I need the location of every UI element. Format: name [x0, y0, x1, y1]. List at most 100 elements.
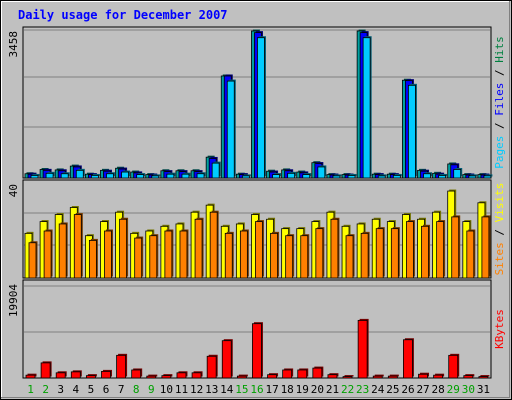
sites-bar: [149, 235, 158, 279]
kbytes-bar: [206, 355, 217, 379]
sites-bar: [104, 230, 112, 279]
kbytes-bar-shadow: [480, 375, 490, 377]
x-tick-label: 19: [296, 383, 309, 396]
legend-sites: Sites: [493, 242, 506, 275]
pages-bar: [226, 80, 235, 179]
x-axis-labels: 1 2 3 4 5 6 7 8 9 10 11 12 13 14 15 16 17 18 19 20 21 22 23 24 2…: [27, 383, 490, 396]
kbytes-bar-shadow: [344, 375, 354, 377]
pages-bar: [392, 175, 401, 179]
sites-bar: [300, 235, 309, 279]
kbytes-bar: [40, 362, 51, 379]
pages-bar-shadow: [243, 174, 251, 177]
x-tick-label: 14: [220, 383, 234, 396]
sites-bar: [119, 218, 127, 279]
sites-bar: [330, 218, 339, 279]
x-tick-label: 9: [148, 383, 155, 396]
sites-bar: [315, 228, 324, 279]
pages-bar: [468, 175, 477, 179]
pages-bar: [30, 175, 39, 179]
x-tick-label: 6: [103, 383, 110, 396]
pages-bar: [151, 175, 160, 179]
sites-bar: [209, 211, 218, 279]
pages-bar: [453, 169, 462, 179]
sites-bar: [466, 230, 475, 279]
sites-bar: [255, 221, 263, 279]
x-tick-label: 24: [371, 383, 385, 396]
pages-bar: [106, 173, 114, 179]
sites-bar: [406, 221, 414, 279]
pages-bar: [241, 175, 250, 179]
kbytes-bar: [418, 373, 428, 379]
pages-bar: [75, 169, 84, 179]
x-tick-label: 22: [341, 383, 354, 396]
pages-bar: [408, 84, 416, 179]
pages-bar-shadow: [153, 174, 161, 177]
x-tick-label: 26: [401, 383, 414, 396]
pages-bar: [60, 173, 69, 179]
x-tick-label: 17: [265, 383, 278, 396]
pages-bar: [211, 162, 220, 179]
sites-bar: [360, 232, 369, 279]
legend-files: Files: [493, 83, 506, 116]
kbytes-bar: [116, 354, 126, 379]
sites-bar: [285, 235, 294, 279]
kbytes-bar: [176, 372, 187, 379]
sites-bar: [375, 228, 384, 279]
kbytes-bar: [342, 376, 353, 379]
pages-bar: [377, 175, 386, 179]
x-tick-label: 11: [175, 383, 188, 396]
sites-bar: [421, 225, 429, 279]
x-tick-label: 25: [386, 383, 399, 396]
sites-bar: [179, 230, 188, 279]
pages-bar: [347, 175, 356, 179]
sites-bar: [164, 230, 173, 279]
x-tick-label: 10: [160, 383, 173, 396]
kbytes-bar: [191, 372, 202, 379]
sites-bar: [224, 232, 233, 279]
pages-bar-shadow: [485, 174, 493, 177]
kbytes-bar: [161, 375, 172, 379]
x-tick-label: 2: [42, 383, 49, 396]
kbytes-bar: [463, 375, 474, 379]
pages-bar-shadow: [379, 174, 387, 177]
chart-title: Daily usage for December 2007: [18, 8, 228, 22]
x-tick-label: 8: [133, 383, 140, 396]
legend-hits: Hits: [493, 36, 506, 63]
kbytes-bar: [448, 354, 459, 379]
x-tick-label: 4: [73, 383, 80, 396]
sites-bar: [481, 216, 490, 279]
kbytes-bar: [252, 323, 262, 379]
x-tick-label: 29: [447, 383, 460, 396]
usage-legend: Pages / Files / Hits: [493, 36, 506, 169]
sites-bar: [58, 223, 67, 279]
chart-panels: 3458 Pages / Files / Hits 40 Sites / Visits…: [7, 26, 506, 379]
kbytes-bar-shadow: [374, 374, 384, 377]
x-tick-label: 16: [250, 383, 263, 396]
sites-bar: [451, 216, 460, 279]
usage-panel: 3458 Pages / Files / Hits: [7, 26, 506, 179]
pages-bar: [483, 175, 492, 179]
legend-separator: /: [493, 63, 506, 83]
pages-bar: [166, 173, 175, 179]
pages-bar: [423, 173, 431, 179]
kbytes-bar: [478, 376, 489, 379]
sites-bar: [194, 218, 203, 279]
pages-bar: [257, 37, 265, 179]
kbytes-bar: [403, 339, 413, 379]
pages-bar: [90, 175, 99, 179]
x-tick-label: 15: [235, 383, 248, 396]
kbytes-bar: [146, 375, 157, 379]
legend-separator: /: [493, 116, 506, 136]
pages-bar: [121, 171, 129, 179]
pages-bar: [317, 166, 326, 179]
x-tick-label: 3: [57, 383, 64, 396]
pages-bar: [136, 174, 145, 179]
kbytes-bar: [267, 374, 277, 379]
kbytes-axis-max-label: 19904: [7, 284, 20, 317]
pages-bar: [272, 174, 280, 179]
visitors-legend: Sites / Visits: [493, 183, 506, 276]
sites-bar: [239, 230, 248, 279]
legend-visits: Visits: [493, 183, 506, 223]
kbytes-bar-shadow: [389, 374, 399, 377]
kbytes-panel: 19904 KBytes: [7, 279, 506, 379]
